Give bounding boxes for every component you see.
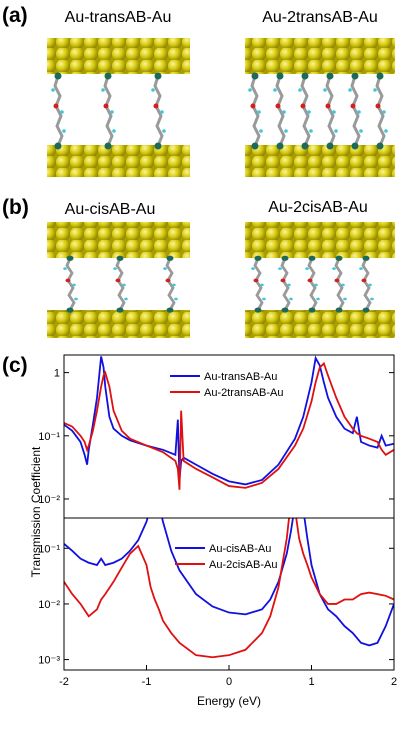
panel-title: Au-2transAB-Au — [262, 9, 378, 26]
y-tick-label: 10⁻¹ — [38, 431, 60, 443]
y-tick-label: 1 — [54, 368, 60, 380]
panel-title: Au-2cisAB-Au — [268, 199, 368, 216]
panel-label: (b) — [2, 196, 29, 219]
plot-frame — [63, 517, 395, 671]
panel-title: Au-cisAB-Au — [65, 201, 156, 218]
series-line — [64, 518, 394, 659]
x-axis-label: Energy (eV) — [197, 694, 261, 708]
series-line — [64, 518, 394, 647]
legend-label: Au-cisAB-Au — [209, 543, 271, 555]
legend-label: Au-2transAB-Au — [204, 387, 283, 399]
y-axis-label: Transmission Coefficient — [29, 446, 43, 577]
x-tick-label: -2 — [59, 676, 69, 688]
y-tick-label: 10⁻¹ — [38, 543, 60, 555]
legend-label: Au-2cisAB-Au — [209, 559, 277, 571]
x-tick-label: 0 — [226, 676, 232, 688]
structure-image — [47, 222, 395, 338]
panel-label: (c) — [2, 354, 28, 377]
y-tick-label: 10⁻² — [38, 599, 60, 611]
y-tick-label: 10⁻² — [38, 494, 60, 506]
series-line — [64, 355, 394, 486]
x-tick-label: 2 — [391, 676, 397, 688]
structure-image — [47, 38, 395, 177]
y-tick-label: 10⁻³ — [38, 655, 60, 667]
series-line — [64, 361, 394, 490]
panel-label: (a) — [2, 4, 28, 27]
x-tick-label: 1 — [308, 676, 314, 688]
x-tick-label: -1 — [142, 676, 152, 688]
panel-title: Au-transAB-Au — [65, 9, 172, 26]
legend-label: Au-transAB-Au — [204, 371, 277, 383]
